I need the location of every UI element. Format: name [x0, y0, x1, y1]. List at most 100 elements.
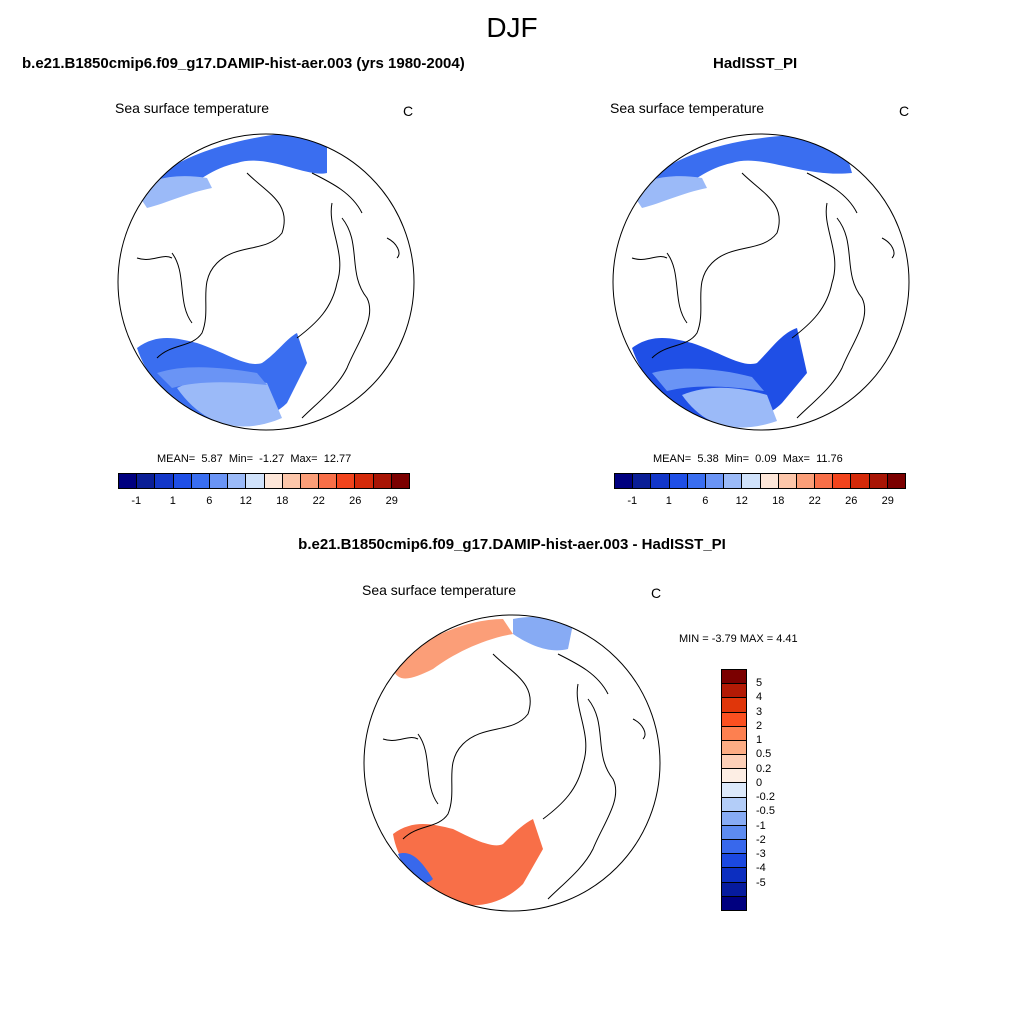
obs-colorbar-swatch: [760, 474, 779, 488]
obs-sst-north-pacific-warm: [632, 176, 707, 208]
model-colorbar-swatch: [282, 474, 301, 488]
obs-polar-map: [612, 133, 910, 431]
model-colorbar-swatch: [173, 474, 192, 488]
model-colorbar-tick-label: 18: [276, 495, 289, 507]
diff-north-pacific-warm: [393, 619, 513, 679]
obs-colorbar-tick-label: 6: [702, 495, 709, 507]
model-colorbar-ticks: -1 1 6 12 18 22 26 29: [118, 495, 410, 509]
model-sst-north-pacific-warm: [137, 176, 212, 208]
diff-colorbar-swatch: [722, 684, 746, 699]
diff-coastlines: [382, 653, 646, 900]
diff-atlantic-cold: [398, 853, 433, 883]
model-colorbar-swatch: [119, 474, 138, 488]
diff-colorbar-swatch: [722, 896, 746, 910]
diff-colorbar-swatch: [722, 797, 746, 812]
diff-colorbar-swatch: [722, 670, 746, 685]
diff-colorbar-swatch: [722, 825, 746, 841]
obs-colorbar-tick-label: 22: [808, 495, 821, 507]
obs-colorbar-swatch: [724, 474, 743, 488]
diff-north-pacific-cold: [513, 616, 573, 651]
model-colorbar-tick-label: 1: [169, 495, 176, 507]
diff-colorbar-tick-label: 0.2: [756, 762, 772, 775]
obs-colorbar-swatch: [869, 474, 888, 488]
diff-colorbar-swatch: [722, 854, 746, 869]
diff-colorbar: [721, 669, 747, 911]
diff-colorbar-swatch: [722, 698, 746, 713]
obs-colorbar-ticks: -1 1 6 12 18 22 26 29: [614, 495, 906, 509]
diff-colorbar-swatch: [722, 882, 746, 897]
model-colorbar-swatch: [228, 474, 247, 488]
model-colorbar-tick-label: 6: [206, 495, 213, 507]
obs-sst-atlantic-warm: [682, 387, 777, 428]
season-title: DJF: [486, 12, 538, 43]
diff-colorbar-ticks: 5 4 3 2 1 0.5 0.2 0 -0.2 -0.5 -1 -2 -3 -4 -5: [756, 669, 796, 911]
model-colorbar-swatch: [355, 474, 374, 488]
model-variable-label: Sea surface temperature: [115, 100, 270, 116]
obs-unit-label: C: [899, 103, 910, 119]
diff-variable-label: Sea surface temperature: [362, 582, 517, 598]
diff-panel-title: b.e21.B1850cmip6.f09_g17.DAMIP-hist-aer.…: [298, 536, 726, 553]
diff-colorbar-tick-label: 4: [756, 691, 763, 704]
model-colorbar-swatch: [391, 474, 409, 488]
diff-colorbar-tick-label: 0: [756, 776, 763, 789]
obs-colorbar-tick-label: 29: [881, 495, 894, 507]
diff-colorbar-swatch: [722, 769, 746, 784]
obs-colorbar-swatch: [778, 474, 797, 488]
model-colorbar-swatch: [155, 474, 174, 488]
model-colorbar-swatch: [137, 474, 156, 488]
diff-colorbar-swatch: [722, 712, 746, 727]
obs-colorbar-tick-label: 18: [772, 495, 785, 507]
obs-colorbar-tick-label: 1: [665, 495, 672, 507]
diff-colorbar-swatch: [722, 740, 746, 756]
model-colorbar-swatch: [191, 474, 210, 488]
obs-colorbar-swatch: [796, 474, 816, 488]
obs-colorbar: [614, 473, 906, 489]
diff-colorbar-swatch: [722, 811, 746, 826]
model-panel-title: b.e21.B1850cmip6.f09_g17.DAMIP-hist-aer.…: [22, 55, 465, 72]
model-colorbar-swatch: [319, 474, 338, 488]
obs-colorbar-swatch: [615, 474, 634, 488]
obs-colorbar-swatch: [851, 474, 870, 488]
diff-colorbar-tick-label: 3: [756, 705, 763, 718]
diff-colorbar-tick-label: -3: [756, 848, 766, 861]
obs-colorbar-tick-label: -1: [627, 495, 638, 507]
obs-variable-label: Sea surface temperature: [610, 100, 765, 116]
obs-colorbar-swatch: [887, 474, 905, 488]
diff-colorbar-tick-label: 2: [756, 719, 763, 732]
diff-polar-map: [363, 614, 661, 912]
obs-sst-atlantic-mid: [652, 368, 764, 391]
obs-colorbar-tick-label: 12: [735, 495, 748, 507]
diff-colorbar-swatch: [722, 868, 746, 883]
diff-colorbar-swatch: [722, 783, 746, 798]
obs-panel-title: HadISST_PI: [713, 55, 798, 72]
diff-colorbar-tick-label: -0.5: [756, 805, 775, 818]
model-colorbar-tick-label: 29: [385, 495, 398, 507]
diff-unit-label: C: [651, 585, 662, 601]
model-colorbar-tick-label: 12: [239, 495, 252, 507]
obs-coastlines: [631, 172, 895, 419]
obs-colorbar-swatch: [742, 474, 761, 488]
model-coastlines: [136, 172, 400, 419]
model-colorbar: [118, 473, 410, 489]
diff-colorbar-tick-label: 5: [756, 677, 763, 690]
obs-colorbar-swatch: [705, 474, 725, 488]
diff-colorbar-tick-label: -0.2: [756, 791, 775, 804]
model-colorbar-swatch: [246, 474, 265, 488]
diff-colorbar-swatch: [722, 840, 746, 855]
diff-colorbar-tick-label: -5: [756, 876, 766, 889]
obs-colorbar-swatch: [833, 474, 852, 488]
model-colorbar-swatch: [300, 474, 320, 488]
model-unit-label: C: [403, 103, 414, 119]
diff-colorbar-swatch: [722, 755, 746, 770]
model-colorbar-tick-label: -1: [131, 495, 142, 507]
diff-colorbar-tick-label: 0.5: [756, 748, 772, 761]
model-colorbar-swatch: [373, 474, 392, 488]
obs-colorbar-tick-label: 26: [845, 495, 858, 507]
obs-colorbar-swatch: [815, 474, 834, 488]
model-colorbar-swatch: [337, 474, 356, 488]
obs-colorbar-swatch: [669, 474, 688, 488]
obs-sst-north-pacific: [643, 135, 852, 195]
diff-colorbar-tick-label: -2: [756, 833, 766, 846]
model-sst-atlantic-mid: [157, 367, 267, 388]
diff-colorbar-tick-label: 1: [756, 734, 763, 747]
